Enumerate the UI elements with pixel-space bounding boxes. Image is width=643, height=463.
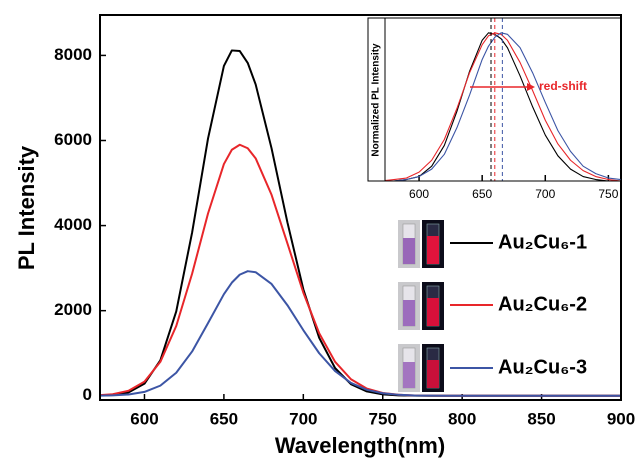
legend-label: Au₂Cu₆-2 — [498, 293, 587, 315]
series-line — [100, 270, 621, 397]
y-tick-label: 8000 — [54, 45, 92, 64]
y-tick-label: 0 — [83, 385, 92, 404]
inset-y-label: Normalized PL Intensity — [371, 43, 382, 157]
legend-label: Au₂Cu₆-1 — [498, 231, 587, 253]
x-tick-label: 900 — [607, 409, 635, 428]
legend-label: Au₂Cu₆-3 — [498, 356, 587, 378]
x-tick-label: 750 — [598, 187, 618, 201]
y-tick-label: 4000 — [54, 215, 92, 234]
y-axis-label: PL Intensity — [14, 145, 39, 270]
x-axis-label: Wavelength(nm) — [275, 433, 445, 458]
x-tick-label: 850 — [527, 409, 555, 428]
vial-photos — [398, 220, 444, 392]
shift-arrowhead — [527, 83, 535, 91]
x-tick-label: 650 — [210, 409, 238, 428]
annotation: red-shift — [539, 79, 587, 93]
x-tick-label: 600 — [130, 409, 158, 428]
x-tick-label: 800 — [448, 409, 476, 428]
x-tick-label: 600 — [409, 187, 429, 201]
series-line — [385, 32, 621, 181]
plot-frame — [99, 14, 622, 401]
x-tick-label: 750 — [369, 409, 397, 428]
y-tick-label: 6000 — [54, 130, 92, 149]
plot-area — [100, 49, 621, 397]
plot-frame — [384, 17, 622, 182]
x-tick-label: 650 — [472, 187, 492, 201]
x-tick-label: 700 — [535, 187, 555, 201]
x-tick-label: 700 — [289, 409, 317, 428]
y-tick-label: 2000 — [54, 300, 92, 319]
